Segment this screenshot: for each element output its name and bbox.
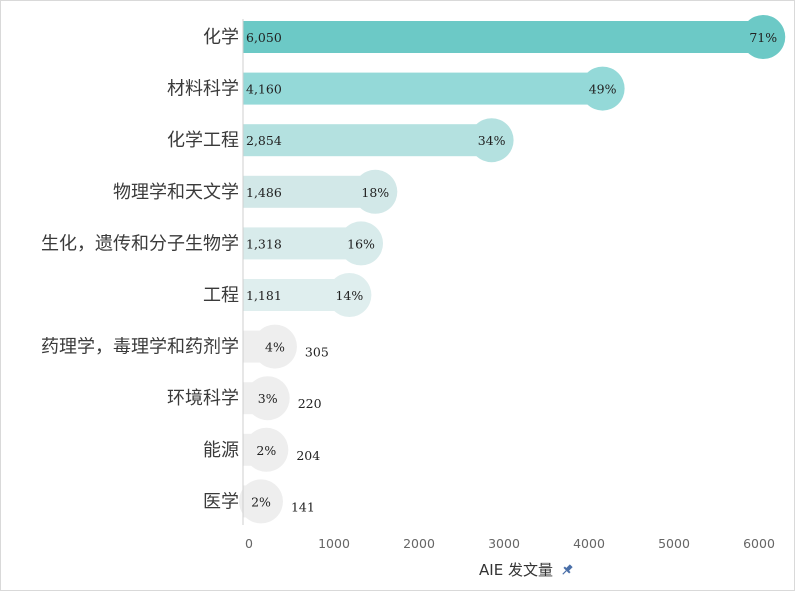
x-tick-label-4: 4000	[573, 536, 605, 551]
category-label-1: 材料科学	[167, 79, 239, 100]
x-tick-label-0: 0	[245, 536, 253, 551]
bar-3	[243, 175, 376, 208]
bar-cap-6	[252, 324, 297, 369]
percent-label-5: 14%	[335, 288, 363, 303]
category-label-7: 环境科学	[167, 388, 239, 409]
category-label-8: 能源	[203, 440, 239, 461]
percent-label-6: 4%	[265, 340, 285, 355]
category-label-0: 化学	[203, 27, 239, 48]
percent-label-2: 34%	[478, 133, 506, 148]
bar-cap-9	[238, 479, 283, 524]
percent-label-7: 3%	[258, 391, 278, 406]
percent-label-0: 71%	[749, 30, 777, 45]
x-ticks: 0 1000 2000 3000 4000 5000 6000	[245, 536, 775, 551]
value-label-0: 6,050	[246, 30, 282, 45]
bar-cap-1	[580, 66, 625, 111]
x-tick-label-2: 2000	[403, 536, 435, 551]
category-label-5: 工程	[203, 285, 239, 306]
value-label-2: 2,854	[246, 133, 282, 148]
percent-label-3: 18%	[361, 185, 389, 200]
value-label-5: 1,181	[246, 288, 282, 303]
bar-2	[243, 124, 492, 157]
category-label-2: 化学工程	[167, 130, 239, 151]
x-tick-label-3: 3000	[488, 536, 520, 551]
bar-cap-4	[339, 221, 384, 266]
value-label-9: 141	[291, 499, 315, 514]
x-tick-label-6: 6000	[743, 536, 775, 551]
percent-label-4: 16%	[347, 236, 375, 251]
value-label-1: 4,160	[246, 82, 282, 97]
category-label-4: 生化，遗传和分子生物学	[41, 233, 239, 254]
bar-cap-7	[245, 376, 290, 421]
labels-layer: 化学 71% 6,050 材料科学 49% 4,160 化学工程 34% 2,854 物理学和天文…	[41, 27, 777, 514]
category-label-9: 医学	[203, 491, 239, 512]
value-label-7: 220	[298, 396, 322, 411]
bar-cap-8	[244, 427, 289, 472]
x-axis-title-text: AIE 发文量	[479, 561, 553, 579]
bar-cap-5	[327, 273, 372, 317]
bar-cap-2	[469, 118, 514, 163]
value-label-4: 1,318	[246, 236, 282, 251]
value-label-3: 1,486	[246, 185, 282, 200]
bar-cap-3	[353, 169, 398, 214]
bar-1	[243, 72, 603, 105]
value-label-6: 305	[305, 345, 329, 360]
percent-label-1: 49%	[589, 82, 617, 97]
category-label-6: 药理学，毒理学和药剂学	[41, 337, 239, 358]
pin-icon	[562, 564, 573, 575]
x-tick-label-1: 1000	[318, 536, 350, 551]
value-label-8: 204	[296, 448, 320, 463]
x-axis-title: AIE 发文量	[479, 561, 573, 579]
bars-layer	[238, 15, 786, 524]
percent-label-9: 2%	[251, 494, 271, 509]
bar-0	[243, 21, 764, 53]
x-tick-label-5: 5000	[658, 536, 690, 551]
bar-cap-0	[741, 15, 786, 59]
category-label-3: 物理学和天文学	[113, 182, 239, 203]
percent-label-8: 2%	[256, 443, 276, 458]
